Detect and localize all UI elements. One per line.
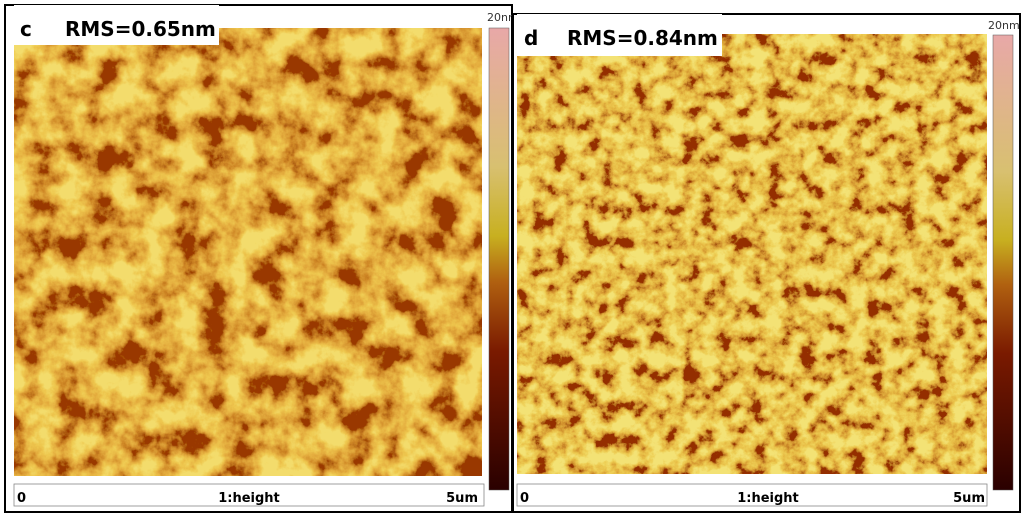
channel-label: 1:height bbox=[218, 491, 280, 506]
panel-label: d bbox=[524, 26, 538, 50]
colorbar bbox=[992, 34, 1014, 491]
colorbar-max: 20nm bbox=[988, 19, 1020, 32]
panel-label: c bbox=[20, 17, 32, 41]
panel-c: c RMS=0.65nm 20nm 0 1:height 5um bbox=[4, 4, 519, 513]
label-box bbox=[517, 14, 722, 56]
scale-start: 0 bbox=[520, 491, 529, 506]
scale-start: 0 bbox=[17, 491, 26, 506]
scale-end: 5um bbox=[446, 491, 478, 506]
panel-d: d RMS=0.84nm 20nm 0 1:height 5um bbox=[512, 13, 1021, 513]
rms-text: RMS=0.65nm bbox=[65, 17, 216, 41]
scale-end: 5um bbox=[953, 491, 985, 506]
afm-image bbox=[14, 28, 482, 476]
scale-strip bbox=[13, 483, 485, 507]
afm-image bbox=[517, 34, 987, 474]
scale-strip bbox=[516, 483, 988, 507]
channel-label: 1:height bbox=[737, 491, 799, 506]
colorbar-max: 20nm bbox=[487, 11, 519, 24]
rms-text: RMS=0.84nm bbox=[567, 26, 718, 50]
label-box bbox=[14, 5, 219, 45]
colorbar bbox=[488, 27, 510, 491]
